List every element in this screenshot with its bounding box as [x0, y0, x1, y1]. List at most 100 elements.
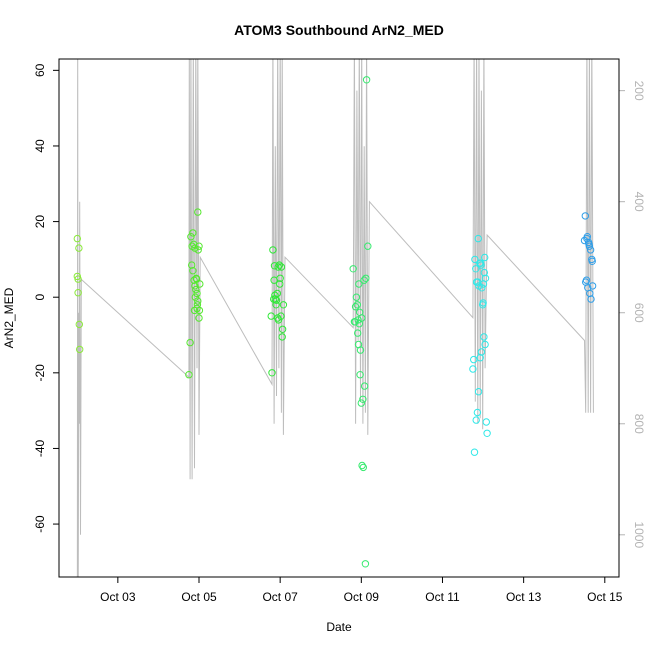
plot-frame — [58, 58, 620, 578]
data-point — [359, 395, 367, 403]
data-point — [469, 365, 477, 373]
data-point — [357, 399, 365, 407]
data-point — [190, 240, 198, 249]
chart-title: ATOM3 Southbound ArN2_MED — [234, 22, 444, 38]
y-tick-label: -20 — [33, 364, 47, 382]
data-point — [272, 296, 281, 304]
x-axis-label: Date — [326, 620, 352, 634]
data-point — [360, 276, 368, 284]
data-point — [75, 244, 83, 252]
depth-trace-layer — [76, 59, 594, 577]
data-point — [76, 345, 84, 354]
data-point — [189, 229, 197, 237]
y-tick-label: -60 — [33, 515, 47, 533]
data-point — [191, 282, 199, 290]
data-point — [276, 274, 284, 282]
right-tick-label: 400 — [632, 192, 646, 212]
data-point — [192, 285, 200, 294]
data-point — [477, 348, 486, 356]
data-point — [482, 418, 490, 426]
data-point — [188, 261, 196, 269]
data-point — [195, 306, 204, 315]
data-point — [349, 265, 357, 273]
data-point — [355, 280, 363, 288]
x-tick-label: Oct 13 — [506, 590, 542, 604]
data-point — [279, 301, 288, 309]
data-point — [194, 208, 202, 216]
data-point — [194, 297, 202, 305]
data-point — [481, 340, 489, 349]
data-point — [470, 448, 479, 456]
data-point — [278, 333, 286, 341]
data-point — [195, 242, 203, 250]
data-point — [74, 289, 82, 297]
data-point — [585, 240, 593, 249]
data-point — [360, 382, 369, 390]
data-point — [480, 268, 488, 277]
y-tick-label: 20 — [33, 215, 47, 229]
data-point — [476, 259, 485, 267]
data-point — [481, 253, 489, 262]
data-point — [274, 314, 282, 322]
data-point — [581, 212, 589, 220]
x-tick-label: Oct 05 — [181, 590, 217, 604]
data-point — [480, 333, 488, 341]
data-point — [588, 282, 597, 290]
data-point — [362, 76, 371, 84]
data-point — [476, 354, 484, 362]
data-point — [267, 312, 275, 320]
x-tick-label: Oct 11 — [425, 590, 460, 604]
data-point — [356, 346, 365, 354]
x-tick-label: Oct 03 — [100, 590, 136, 604]
y-tick-label: 40 — [33, 139, 47, 153]
data-point — [472, 265, 480, 273]
x-tick-label: Oct 09 — [344, 590, 380, 604]
data-point — [278, 325, 287, 333]
data-point — [192, 275, 201, 283]
y-tick-label: -40 — [33, 439, 47, 457]
data-point — [268, 369, 276, 377]
x-tick-label: Oct 07 — [262, 590, 298, 604]
data-point — [75, 320, 84, 329]
right-tick-label: 600 — [632, 303, 646, 323]
data-point — [193, 289, 201, 298]
y-axis-label: ArN2_MED — [2, 287, 16, 348]
data-point — [478, 284, 486, 292]
x-tick-label: Oct 15 — [587, 590, 623, 604]
data-point — [269, 246, 277, 254]
data-point — [364, 242, 372, 250]
y-tick-label: 0 — [33, 294, 47, 301]
data-point — [354, 329, 362, 337]
y-tick-label: 60 — [33, 63, 47, 77]
data-point — [189, 267, 197, 275]
data-point — [351, 318, 359, 326]
points-layer — [73, 76, 597, 568]
data-point — [483, 429, 491, 437]
data-point — [356, 308, 364, 316]
data-point — [194, 246, 202, 254]
data-point — [470, 355, 478, 364]
data-point — [588, 257, 596, 265]
data-point — [186, 338, 194, 347]
data-point — [358, 461, 366, 470]
data-point — [275, 261, 283, 269]
data-point — [474, 234, 482, 243]
data-point — [472, 416, 480, 424]
data-point — [277, 263, 286, 271]
depth-trace-line — [76, 59, 594, 577]
data-point — [351, 303, 360, 311]
data-point — [195, 314, 203, 322]
data-point — [187, 233, 195, 241]
axes-layer: Oct 03 Oct 05 Oct 07 Oct 09 Oct 11 Oct 13 Oct … — [33, 63, 646, 604]
data-point — [359, 463, 367, 472]
data-point — [586, 289, 594, 298]
data-point — [353, 301, 361, 309]
data-point — [479, 301, 487, 309]
data-point — [471, 255, 479, 264]
data-point — [356, 371, 364, 379]
data-point — [74, 275, 82, 283]
data-point — [473, 408, 482, 417]
data-point — [352, 293, 361, 301]
data-point — [190, 306, 199, 315]
